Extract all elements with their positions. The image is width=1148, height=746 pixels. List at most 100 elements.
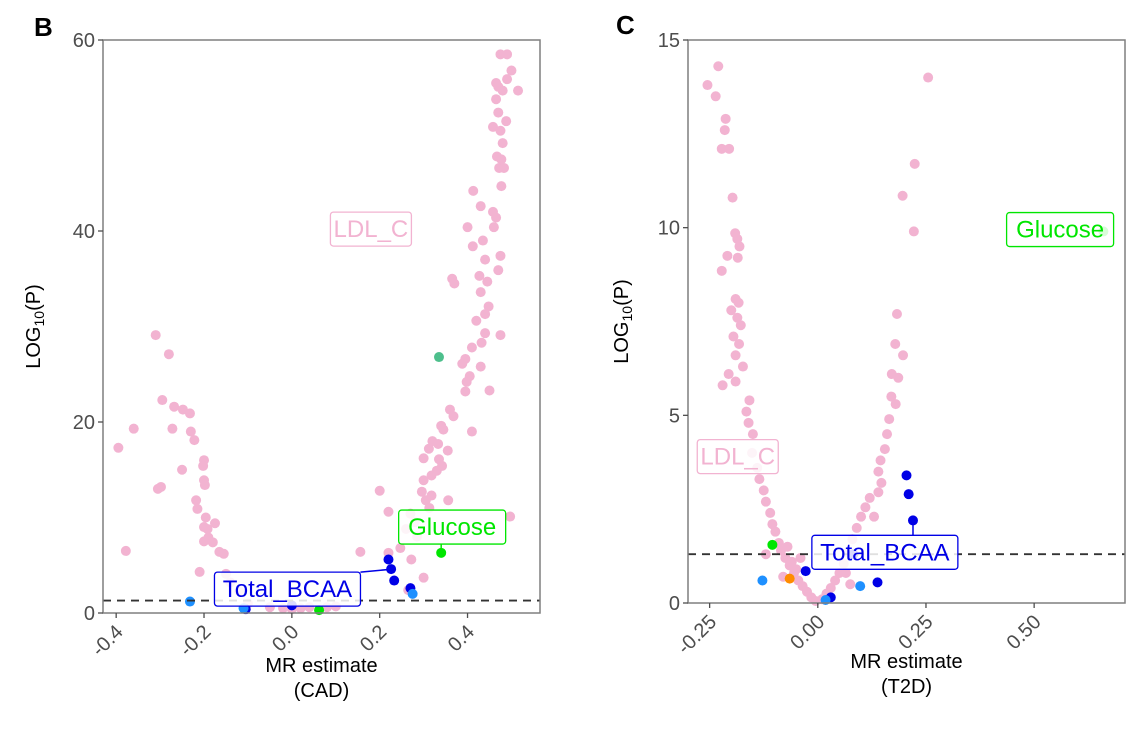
data-point [199,536,210,547]
panel-b-y-axis: 0 20 40 60 [73,30,103,625]
data-point [418,453,429,464]
data-point [855,581,866,592]
data-point [374,485,385,496]
panel-b-x-axis: -0.4 -0.2 0.0 0.2 0.4 [88,613,479,661]
data-point [734,339,745,350]
data-point [406,554,417,565]
data-point [495,125,506,136]
data-point [438,424,449,435]
data-point [395,543,406,554]
data-point [466,426,477,437]
panel-c-frame [687,39,1126,604]
data-point [471,315,482,326]
panel-c-y-title-tail: (P) [611,279,633,306]
point-label-box [329,211,413,247]
data-point [496,181,507,192]
data-point [732,233,743,244]
data-point [782,541,793,552]
data-point [754,474,765,485]
data-point [737,361,748,372]
panel-letter-c: C [616,10,635,40]
data-point [869,511,880,522]
x-tick-label: 0.0 [268,621,303,656]
point-label-box [398,509,507,545]
data-point [497,138,508,149]
data-point [795,552,806,563]
data-point [732,312,743,323]
data-point [461,376,472,387]
data-point [747,429,758,440]
data-point [720,113,731,124]
data-point [475,201,486,212]
data-point [423,443,434,454]
data-point [462,222,473,233]
data-point [730,376,741,387]
data-point [873,466,884,477]
point-label-box [1005,211,1115,248]
point-label-box [696,438,779,475]
y-tick-label: 0 [84,603,95,625]
data-point [491,94,502,105]
data-point [502,74,513,85]
data-point [734,241,745,252]
panel-c-points [702,61,1109,606]
data-point [898,350,909,361]
panel-c-x-title: MR estimate [850,651,962,673]
data-point [845,579,856,590]
data-point [722,250,733,261]
data-point [488,222,499,233]
data-point [744,395,755,406]
data-point [800,566,811,577]
data-point [735,320,746,331]
data-point [383,506,394,517]
data-point [426,470,437,481]
point-label-total-bcaa: Total_BCAA [811,534,959,570]
data-point [483,301,494,312]
data-point [184,596,195,607]
data-point [886,391,897,402]
data-point [496,154,507,165]
data-point [901,470,912,481]
data-point [716,143,727,154]
data-point [448,411,459,422]
data-point [882,429,893,440]
data-point [407,588,418,599]
data-point [184,408,195,419]
data-point [202,523,213,534]
data-point [198,460,209,471]
x-tick-label: 0.4 [444,621,479,656]
data-point [457,358,468,369]
data-point [741,406,752,417]
data-point [467,241,478,252]
data-point [194,566,205,577]
panel-c-label-connectors [912,520,914,536]
y-tick-label: 40 [73,221,95,243]
data-point [758,485,769,496]
data-point [191,495,202,506]
data-point [765,507,776,518]
data-point [710,91,721,102]
data-point [728,331,739,342]
x-tick-label: -0.25 [673,611,721,659]
panel-c: C Glucose LDL_C Total_BCAA 0 5 10 15 -0.25 0.0… [611,10,1126,698]
data-point [784,573,795,584]
point-label-glucose: Glucose [1005,211,1115,248]
data-point [872,577,883,588]
data-point [909,158,920,169]
panel-b-y-title-main: LOG [23,327,45,369]
data-point [416,486,427,497]
panel-b-y-title-tail: (P) [23,284,45,311]
data-point [442,445,453,456]
panel-b-point-labels: LDL_C Glucose Total_BCAA [213,211,507,607]
data-point [890,339,901,350]
data-point [495,330,506,341]
data-point [460,386,471,397]
panel-b-y-title: LOG10(P) [23,284,47,369]
data-point [468,185,479,196]
data-point [506,65,517,76]
data-point [732,252,743,263]
data-point [770,526,781,537]
data-point [840,567,851,578]
x-tick-label: -0.4 [88,621,128,661]
data-point [873,487,884,498]
